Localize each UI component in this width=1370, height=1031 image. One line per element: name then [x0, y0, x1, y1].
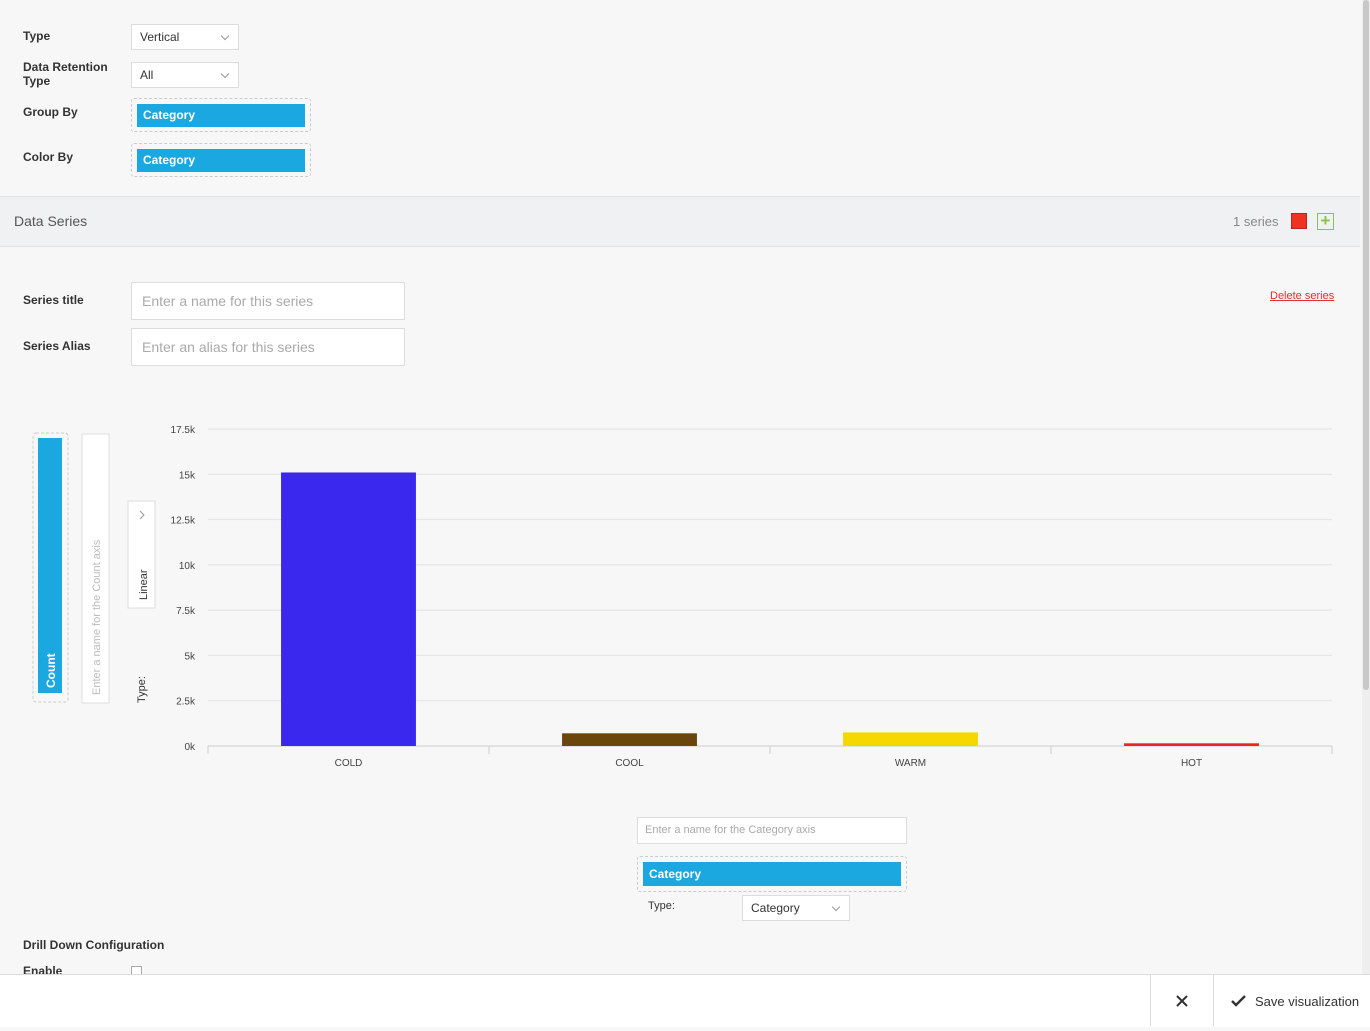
- section-title: Data Series: [14, 213, 88, 229]
- retention-select[interactable]: All: [131, 62, 239, 88]
- label: Data Retention Type: [23, 60, 108, 88]
- label: Color By: [23, 150, 74, 164]
- chevron: [139, 510, 145, 520]
- type-select[interactable]: Vertical: [131, 24, 239, 50]
- x-tick-label: WARM: [895, 758, 926, 769]
- dropzone: [637, 856, 907, 892]
- bar: [281, 472, 416, 746]
- bar: [843, 732, 978, 746]
- dropzone: [131, 98, 311, 132]
- bar: [562, 733, 697, 746]
- chip[interactable]: Category: [643, 862, 901, 886]
- y-tick-label: 12.5k: [171, 516, 196, 527]
- x-tick-label: COLD: [335, 758, 363, 769]
- label: Group By: [23, 105, 78, 119]
- label: Series Alias: [23, 339, 91, 353]
- delete-link[interactable]: Delete series: [1270, 290, 1335, 302]
- y-tick-label: 15k: [179, 470, 196, 481]
- close-icon: [1176, 995, 1188, 1007]
- bar: [1124, 743, 1259, 746]
- label: Type:: [648, 900, 675, 912]
- y-tick-label: 0k: [184, 742, 196, 753]
- series-alias-input[interactable]: Enter an alias for this series: [131, 328, 405, 366]
- add-series[interactable]: +: [1317, 212, 1334, 230]
- chip[interactable]: Category: [137, 104, 305, 127]
- y-tick-label: 17.5k: [171, 425, 196, 436]
- label: Type: [23, 29, 51, 43]
- scrollbar-thumb[interactable]: [1363, 0, 1369, 690]
- y-chip[interactable]: [38, 438, 62, 693]
- y-axis-name-input[interactable]: [81, 433, 110, 704]
- close-button[interactable]: [1150, 975, 1214, 1026]
- footer: [0, 974, 1370, 1027]
- section-title: Drill Down Configuration: [23, 938, 165, 952]
- x-tick-label: COOL: [615, 758, 644, 769]
- y-tick-label: 2.5k: [176, 697, 196, 708]
- series-title-input[interactable]: Enter a name for this series: [131, 282, 405, 320]
- chart: Count Enter a name for the Count axis Ty…: [32, 425, 1333, 769]
- x-type-select[interactable]: Category: [742, 895, 850, 921]
- dropzone: [131, 143, 311, 177]
- y-chip-label: Count: [44, 653, 58, 688]
- save-button[interactable]: Save visualization: [1255, 994, 1360, 1009]
- y-type-value: Linear: [138, 569, 150, 600]
- y-tick-label: 7.5k: [176, 606, 196, 617]
- color-swatch[interactable]: [1291, 213, 1307, 229]
- check-icon: [1231, 995, 1246, 1007]
- label: Type:: [136, 676, 148, 703]
- section-header: [0, 196, 1360, 247]
- y-axis-placeholder: Enter a name for the Count axis: [91, 539, 103, 695]
- y-type-select[interactable]: [127, 500, 156, 609]
- y-tick-label: 5k: [184, 651, 196, 662]
- chip[interactable]: Category: [137, 149, 305, 172]
- label: Series title: [23, 293, 84, 307]
- series-count: 1 series: [1233, 214, 1279, 229]
- y-tick-label: 10k: [179, 561, 196, 572]
- x-axis-name-input[interactable]: Enter a name for the Category axis: [637, 817, 907, 844]
- dropzone: [32, 432, 69, 703]
- x-tick-label: HOT: [1181, 758, 1202, 769]
